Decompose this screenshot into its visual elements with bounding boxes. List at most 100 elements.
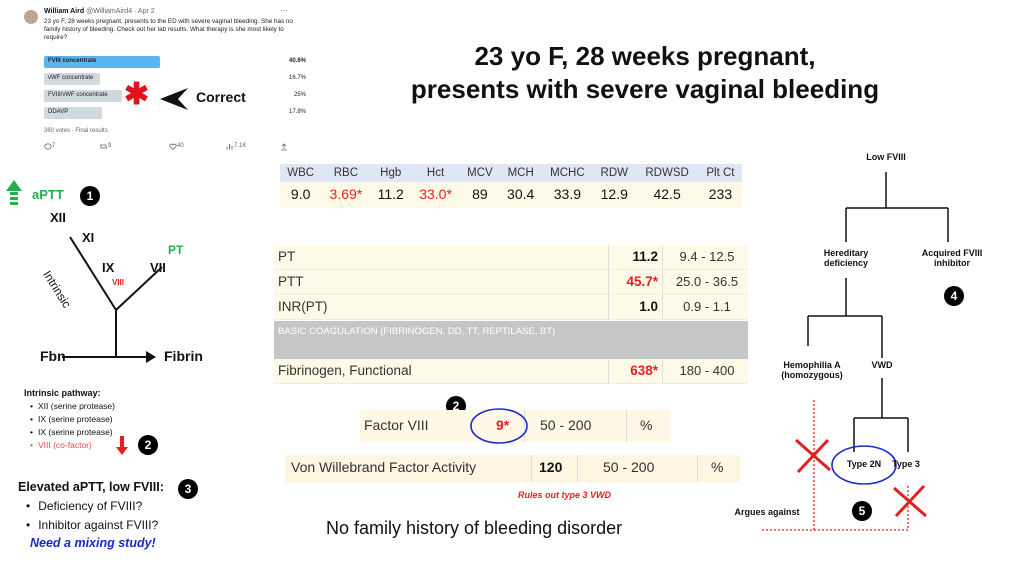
table-cell: 12.9 bbox=[600, 186, 628, 202]
table-cell: 33.9 bbox=[553, 186, 581, 202]
poll-footer: 360 votes · Final results bbox=[44, 128, 108, 134]
table-cell: 233 bbox=[708, 186, 733, 202]
tweet-actions: 7 9 40 7.1K bbox=[44, 143, 294, 153]
column-header: WBC bbox=[280, 164, 322, 182]
author-name[interactable]: William Aird bbox=[44, 8, 85, 15]
heart-icon bbox=[169, 143, 177, 151]
column-header: MCH bbox=[499, 164, 542, 182]
arrow-up-icon bbox=[6, 180, 22, 205]
factor-ix: IX bbox=[102, 260, 115, 275]
column-header: RDW bbox=[593, 164, 636, 182]
poll-option: FVIII/vWF concentrate 25% bbox=[44, 90, 306, 102]
row-range: 25.0 - 36.5 bbox=[675, 274, 739, 289]
tree-label: deficiency bbox=[823, 258, 869, 268]
row-range: 180 - 400 bbox=[679, 363, 735, 378]
retweet-count: 9 bbox=[108, 143, 112, 149]
more-icon[interactable]: ··· bbox=[280, 6, 288, 15]
section-banner: BASIC COAGULATION (FIBRINOGEN, DD, TT, R… bbox=[274, 321, 748, 359]
tree-acquired: Acquired FVIII inhibitor bbox=[904, 248, 1000, 268]
table-cell: 42.5 bbox=[653, 186, 681, 202]
x-mark-icon bbox=[893, 484, 927, 518]
argues-against-label: Argues against bbox=[734, 507, 800, 517]
tree-label: (homozygous) bbox=[781, 370, 843, 380]
table-cell: 9.0 bbox=[290, 186, 311, 202]
row-range: 9.4 - 12.5 bbox=[679, 249, 735, 264]
tree-label: Hemophilia A bbox=[783, 360, 841, 370]
views-icon bbox=[226, 144, 233, 150]
column-header: Hct bbox=[410, 164, 461, 182]
marker-5: 5 bbox=[852, 501, 872, 521]
poll-label: vWF concentrate bbox=[48, 75, 94, 81]
table-cell: 3.69* bbox=[329, 186, 363, 202]
list-item: IX (serine protease) bbox=[30, 413, 115, 426]
table-cell: 89 bbox=[472, 186, 488, 202]
poll-percent: 16.7% bbox=[288, 75, 306, 81]
tree-label: Acquired FVIII bbox=[921, 248, 983, 258]
row-value: 9* bbox=[496, 417, 510, 433]
table-row: INR(PT) 1.0 0.9 - 1.1 bbox=[274, 295, 748, 320]
row-value: 120 bbox=[539, 459, 563, 475]
tree-hereditary: Hereditary deficiency bbox=[796, 248, 896, 268]
row-unit: % bbox=[640, 417, 653, 433]
row-unit: % bbox=[711, 459, 724, 475]
reply-button[interactable]: 7 bbox=[44, 143, 56, 152]
tree-vwd: VWD bbox=[871, 360, 893, 370]
reply-count: 7 bbox=[52, 143, 56, 149]
column-header: Plt Ct bbox=[698, 164, 742, 182]
poll-bar bbox=[44, 107, 102, 119]
tree-label: inhibitor bbox=[934, 258, 970, 268]
tree-root: Low FVIII bbox=[866, 152, 906, 162]
tweet-author[interactable]: William Aird @WilliamAird4 · Apr 2 bbox=[44, 8, 155, 15]
rules-out-note: Rules out type 3 VWD bbox=[518, 490, 612, 500]
row-label: Von Willebrand Factor Activity bbox=[291, 459, 477, 475]
row-value: 11.2 bbox=[632, 249, 658, 264]
tree-label: Hereditary bbox=[823, 248, 869, 258]
retweet-button[interactable]: 9 bbox=[99, 143, 112, 152]
poll-label: FVIII concentrate bbox=[48, 58, 97, 64]
decision-tree bbox=[760, 172, 949, 531]
row-range: 50 - 200 bbox=[540, 417, 592, 433]
mixing-study-text: Need a mixing study! bbox=[30, 536, 156, 550]
avatar[interactable] bbox=[24, 10, 38, 24]
tree-type-2n: Type 2N bbox=[846, 459, 882, 469]
correct-label: Correct bbox=[196, 89, 246, 105]
list-item: IX (serine protease) bbox=[30, 426, 115, 439]
marker-1: 1 bbox=[80, 186, 100, 206]
list-item: Deficiency of FVIII? bbox=[26, 497, 158, 516]
vwf-activity-row: Von Willebrand Factor Activity 120 50 - … bbox=[285, 455, 740, 482]
table-row: 9.0 3.69* 11.2 33.0* 89 30.4 33.9 12.9 4… bbox=[280, 182, 742, 206]
author-handle: @WilliamAird4 · Apr 2 bbox=[86, 8, 155, 15]
column-header: RDWSD bbox=[635, 164, 699, 182]
row-label: PTT bbox=[278, 274, 304, 289]
pathway-title: Intrinsic pathway: bbox=[24, 388, 101, 398]
row-label: PT bbox=[278, 249, 296, 264]
share-button[interactable] bbox=[280, 143, 288, 153]
share-icon bbox=[281, 143, 287, 151]
table-cell: 30.4 bbox=[507, 186, 535, 202]
headline: 23 yo F, 28 weeks pregnant, presents wit… bbox=[340, 40, 950, 106]
aptt-label: aPTT bbox=[32, 187, 64, 202]
poll-percent: 25% bbox=[293, 92, 306, 98]
retweet-icon bbox=[100, 144, 107, 149]
poll-option: vWF concentrate 16.7% bbox=[44, 73, 306, 85]
table-cell: 11.2 bbox=[377, 186, 404, 202]
factor-viii-row: Factor VIII 9* 50 - 200 % bbox=[360, 410, 670, 442]
row-value: 638* bbox=[630, 363, 658, 378]
fibrinogen-label: Fbn bbox=[40, 348, 66, 364]
headline-line-1: 23 yo F, 28 weeks pregnant, bbox=[474, 41, 816, 71]
row-label: INR(PT) bbox=[278, 299, 328, 314]
views-button[interactable]: 7.1K bbox=[226, 143, 246, 152]
coagulation-cascade bbox=[62, 236, 163, 363]
row-range: 0.9 - 1.1 bbox=[683, 299, 731, 314]
like-button[interactable]: 40 bbox=[169, 143, 184, 152]
arrow-down-icon bbox=[116, 436, 128, 455]
poll-percent: 17.8% bbox=[288, 109, 306, 115]
column-header: Hgb bbox=[370, 164, 411, 182]
pt-label: PT bbox=[168, 243, 184, 257]
table-row: Fibrinogen, Functional 638* 180 - 400 bbox=[274, 359, 748, 384]
row-label: Factor VIII bbox=[364, 417, 429, 433]
tweet-text: 23 yo F, 28 weeks pregnant, presents to … bbox=[44, 18, 293, 41]
marker-4: 4 bbox=[944, 286, 964, 306]
poll-bar bbox=[44, 90, 122, 102]
fibrin-label: Fibrin bbox=[164, 348, 203, 364]
